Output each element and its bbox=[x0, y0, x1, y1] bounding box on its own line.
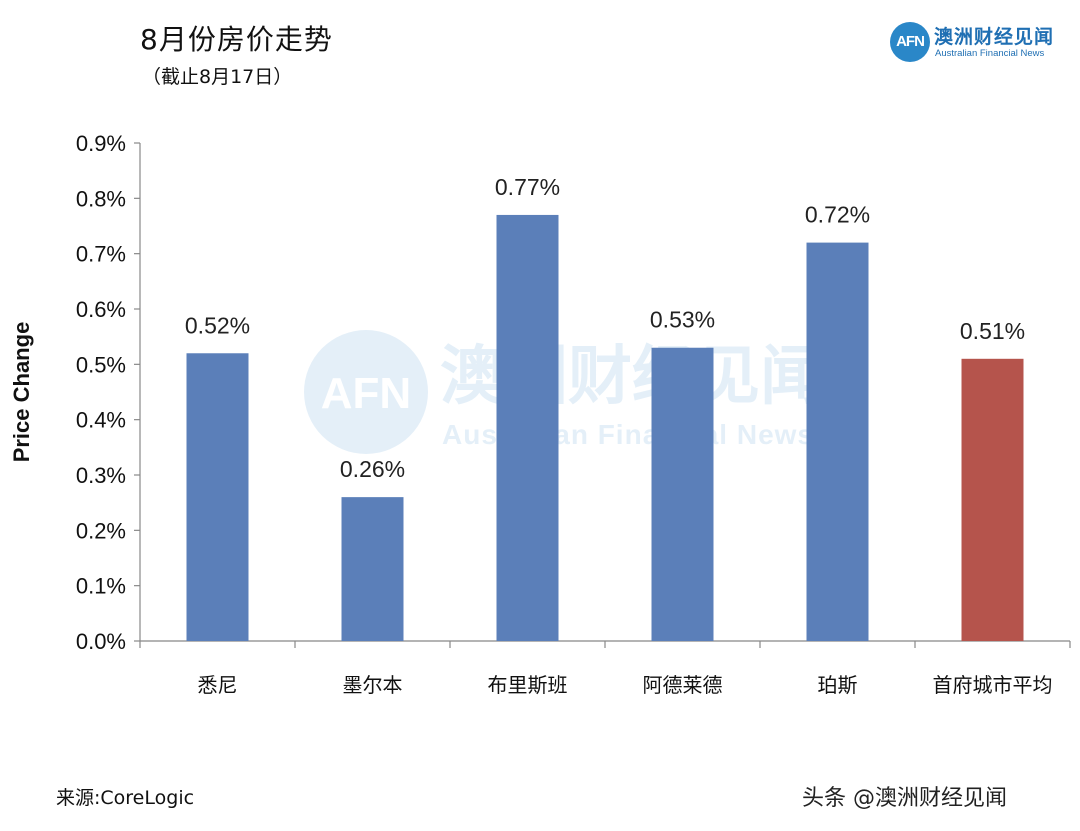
bar-data-label: 0.72% bbox=[805, 202, 870, 228]
bar-data-label: 0.53% bbox=[650, 307, 715, 333]
bar bbox=[496, 214, 559, 641]
x-category-label: 阿德莱德 bbox=[643, 673, 723, 697]
bar-data-label: 0.77% bbox=[495, 174, 560, 200]
logo-name-en: Australian Financial News bbox=[935, 48, 1045, 59]
watermark-mark: AFN bbox=[321, 369, 411, 418]
y-tick-label: 0.4% bbox=[76, 408, 126, 433]
bar bbox=[961, 358, 1024, 641]
x-category-label: 布里斯班 bbox=[488, 673, 568, 697]
y-tick-label: 0.1% bbox=[76, 574, 126, 599]
logo-name-cn: 澳洲财经见闻 bbox=[934, 26, 1055, 48]
bar-data-label: 0.26% bbox=[340, 456, 405, 482]
x-category-label: 墨尔本 bbox=[343, 673, 403, 697]
source-note: 来源:CoreLogic bbox=[56, 787, 195, 809]
chart-axes: 0.0% 0.1% 0.2% 0.3% 0.4% 0.5% 0.6% 0.7% 0.8% 0.9% bbox=[76, 131, 1071, 654]
bar-data-label: 0.52% bbox=[185, 312, 250, 338]
bar bbox=[341, 497, 404, 641]
y-tick-label: 0.9% bbox=[76, 131, 126, 156]
bar bbox=[806, 242, 869, 641]
bar bbox=[186, 353, 249, 641]
chart-data-labels: 0.52% 0.26% 0.77% 0.53% 0.72% 0.51% bbox=[185, 174, 1025, 482]
x-category-label: 珀斯 bbox=[818, 673, 858, 697]
chart-subtitle: （截止8月17日） bbox=[142, 66, 293, 88]
chart-bars bbox=[186, 214, 1024, 641]
y-tick-label: 0.8% bbox=[76, 186, 126, 211]
y-axis-label: Price Change bbox=[9, 321, 34, 463]
bar-data-label: 0.51% bbox=[960, 318, 1025, 344]
watermark-circle bbox=[304, 330, 428, 454]
watermark: AFN 澳洲财经见闻 Australian Financial News bbox=[304, 330, 824, 454]
y-tick-label: 0.2% bbox=[76, 518, 126, 543]
x-category-label: 悉尼 bbox=[198, 673, 238, 697]
y-tick-label: 0.0% bbox=[76, 629, 126, 654]
y-tick-label: 0.5% bbox=[76, 352, 126, 377]
chart-title: 8月份房价走势 bbox=[140, 23, 333, 56]
chart-category-labels: 悉尼 墨尔本 布里斯班 阿德莱德 珀斯 首府城市平均 bbox=[198, 673, 1053, 697]
credit-note: 头条 @澳洲财经见闻 bbox=[802, 786, 1007, 811]
brand-logo: AFN 澳洲财经见闻 Australian Financial News bbox=[890, 22, 1070, 64]
afn-logo-icon: AFN bbox=[890, 22, 930, 62]
y-tick-label: 0.7% bbox=[76, 242, 126, 267]
bar bbox=[651, 347, 714, 641]
x-category-label: 首府城市平均 bbox=[933, 673, 1053, 697]
y-tick-label: 0.3% bbox=[76, 463, 126, 488]
y-tick-label: 0.6% bbox=[76, 297, 126, 322]
